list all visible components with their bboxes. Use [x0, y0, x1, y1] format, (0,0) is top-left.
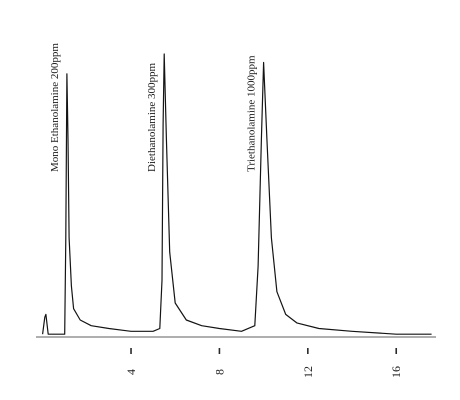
x-tick-label: 12	[301, 366, 315, 378]
x-tick-label: 4	[124, 369, 138, 375]
x-axis-ticks: 4 8 12 16	[124, 348, 403, 378]
peak-annotations: Mono Ethanolamine 200ppm Diethanolamine 3…	[49, 43, 258, 172]
peak-label: Mono Ethanolamine 200ppm	[49, 43, 61, 172]
peak-label: Diethanolamine 300ppm	[146, 62, 158, 172]
chromatogram-trace-group	[42, 53, 432, 335]
chromatogram-trace	[42, 53, 432, 335]
x-tick-label: 8	[212, 369, 226, 375]
peak-label: Triethanolamine 1000ppm	[246, 55, 258, 172]
x-tick-label: 16	[389, 366, 403, 378]
